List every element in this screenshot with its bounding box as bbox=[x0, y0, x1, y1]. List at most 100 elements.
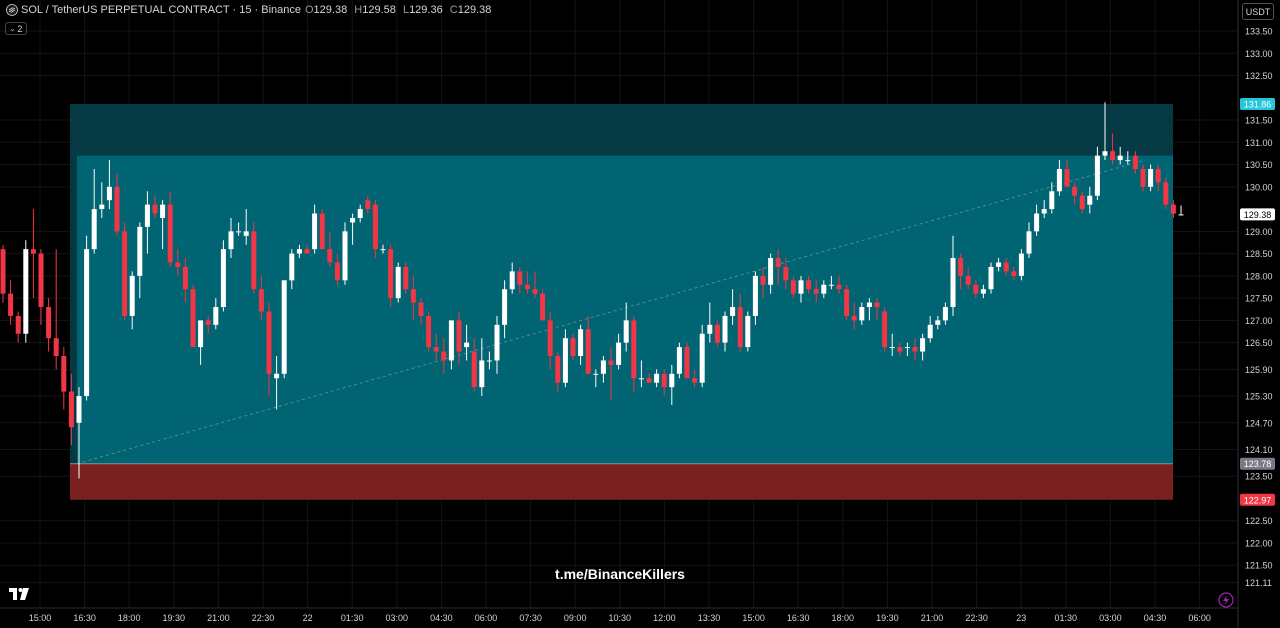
candle-body bbox=[464, 342, 470, 348]
x-tick-label: 03:00 bbox=[386, 613, 409, 623]
candle-body bbox=[532, 289, 538, 294]
candle-body bbox=[1018, 253, 1024, 276]
x-tick-label: 07:30 bbox=[519, 613, 542, 623]
candle-body bbox=[912, 347, 918, 352]
candle-body bbox=[638, 378, 644, 380]
candle-body bbox=[1056, 169, 1062, 192]
binance-coin-icon bbox=[6, 4, 18, 16]
candle-body bbox=[882, 311, 888, 348]
candle-body bbox=[540, 293, 546, 321]
x-tick-label: 10:30 bbox=[609, 613, 632, 623]
candle-body bbox=[844, 289, 850, 316]
candle-body bbox=[327, 249, 333, 263]
indicators-toggle-button[interactable]: ⌄ 2 bbox=[5, 22, 27, 35]
candle-body bbox=[547, 320, 553, 356]
candle-body bbox=[1117, 155, 1123, 161]
y-tick-label: 125.90 bbox=[1245, 365, 1273, 375]
candle-body bbox=[1064, 169, 1070, 187]
x-tick-label: 04:30 bbox=[1144, 613, 1167, 623]
candle-body bbox=[266, 311, 272, 374]
candle-body bbox=[46, 307, 52, 339]
candle-body bbox=[752, 275, 758, 316]
candle-body bbox=[676, 347, 682, 374]
candle-body bbox=[646, 378, 652, 383]
candle-body bbox=[866, 302, 872, 308]
x-tick-label: 01:30 bbox=[1055, 613, 1078, 623]
x-tick-label: 06:00 bbox=[475, 613, 498, 623]
candle-body bbox=[1087, 195, 1093, 205]
candle-body bbox=[365, 200, 371, 210]
candle-body bbox=[175, 262, 181, 267]
time-axis[interactable]: 15:00 16:30 18:00 19:30 21:00 22:30 22 01:30 03:… bbox=[29, 613, 1211, 623]
candle-body bbox=[760, 275, 766, 285]
candle-body bbox=[1163, 182, 1169, 205]
y-tick-label: 127.50 bbox=[1245, 294, 1273, 304]
candle-body bbox=[395, 266, 401, 299]
candle-body bbox=[1026, 231, 1032, 254]
stop-zone[interactable] bbox=[70, 463, 1173, 500]
candle-body bbox=[714, 324, 720, 343]
candles-layer bbox=[0, 102, 1184, 479]
candle-body bbox=[236, 231, 242, 233]
y-tick-label: 133.00 bbox=[1245, 49, 1273, 59]
candle-body bbox=[562, 338, 568, 383]
candle-body bbox=[806, 280, 812, 290]
candle-body bbox=[904, 347, 910, 349]
x-tick-label: 21:00 bbox=[921, 613, 944, 623]
candle-body bbox=[1072, 186, 1078, 196]
candle-body bbox=[312, 213, 318, 250]
x-tick-label: 18:00 bbox=[118, 613, 141, 623]
long-position-tool[interactable] bbox=[70, 104, 1173, 500]
candle-body bbox=[661, 373, 667, 388]
candle-body bbox=[114, 186, 120, 232]
candle-body bbox=[1079, 195, 1085, 210]
candle-body bbox=[555, 355, 561, 383]
candle-body bbox=[1140, 169, 1146, 187]
candle-body bbox=[1094, 155, 1100, 196]
x-tick-label: 01:30 bbox=[341, 613, 364, 623]
y-tick-label: 125.30 bbox=[1245, 392, 1273, 402]
tradingview-logo-icon[interactable] bbox=[8, 586, 32, 602]
symbol-title[interactable]: SOL / TetherUS PERPETUAL CONTRACT · 15 ·… bbox=[21, 4, 301, 16]
lightning-icon[interactable] bbox=[1218, 592, 1234, 608]
candle-body bbox=[1011, 271, 1017, 276]
currency-selector[interactable]: USDT bbox=[1242, 3, 1274, 20]
candle-body bbox=[122, 231, 128, 316]
candle-body bbox=[1102, 151, 1108, 156]
candle-body bbox=[15, 315, 21, 334]
candle-body bbox=[53, 338, 59, 356]
x-tick-label: 03:00 bbox=[1099, 613, 1122, 623]
candle-body bbox=[228, 231, 234, 250]
y-tick-label: 130.00 bbox=[1245, 182, 1273, 192]
candle-body bbox=[730, 307, 736, 316]
y-tick-label: 128.50 bbox=[1245, 249, 1273, 259]
candle-body bbox=[380, 249, 386, 251]
y-tick-label: 131.00 bbox=[1245, 138, 1273, 148]
candle-body bbox=[137, 226, 143, 276]
candle-body bbox=[578, 329, 584, 356]
candle-body bbox=[783, 266, 789, 281]
x-tick-label: 22 bbox=[303, 613, 313, 623]
candle-body bbox=[205, 320, 211, 325]
profit-fill-zone bbox=[77, 155, 1173, 464]
candle-body bbox=[988, 266, 994, 290]
candle-body bbox=[441, 351, 447, 361]
candle-body bbox=[851, 315, 857, 321]
candle-body bbox=[821, 284, 827, 294]
price-axis[interactable]: 133.50 133.00 132.50 131.50 131.00 130.50 130.… bbox=[1245, 27, 1273, 589]
price-label-text: 123.78 bbox=[1244, 459, 1272, 469]
candle-body bbox=[942, 307, 948, 321]
candle-body bbox=[494, 324, 500, 361]
price-label-box bbox=[1240, 457, 1275, 470]
candle-body bbox=[167, 204, 173, 263]
candle-body bbox=[334, 262, 340, 281]
x-tick-label: 22:30 bbox=[252, 613, 275, 623]
x-tick-label: 22:30 bbox=[965, 613, 988, 623]
candle-body bbox=[38, 253, 44, 308]
price-labels: 131.86 129.38 123.78 122.97 bbox=[1240, 98, 1275, 506]
price-label-box bbox=[1240, 493, 1275, 506]
candle-body bbox=[828, 284, 834, 286]
candle-body bbox=[281, 280, 287, 374]
candle-body bbox=[152, 204, 158, 214]
